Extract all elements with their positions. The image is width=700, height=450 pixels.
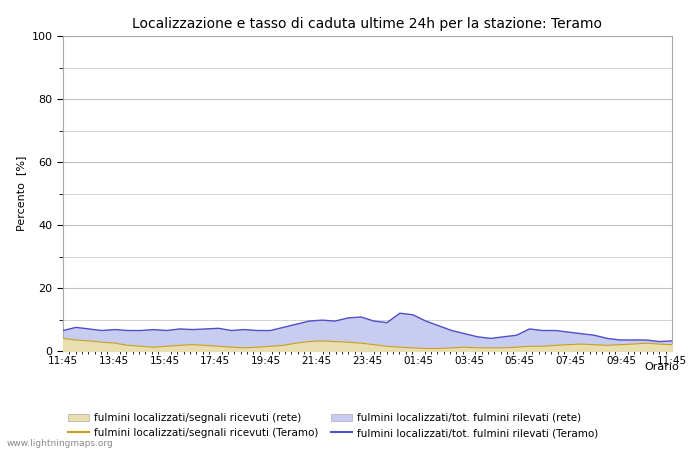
Legend: fulmini localizzati/segnali ricevuti (rete), fulmini localizzati/segnali ricevut: fulmini localizzati/segnali ricevuti (re… (68, 413, 598, 438)
Y-axis label: Percento  [%]: Percento [%] (16, 156, 26, 231)
Text: www.lightningmaps.org: www.lightningmaps.org (7, 439, 113, 448)
Text: Orario: Orario (644, 362, 679, 372)
Title: Localizzazione e tasso di caduta ultime 24h per la stazione: Teramo: Localizzazione e tasso di caduta ultime … (132, 17, 603, 31)
